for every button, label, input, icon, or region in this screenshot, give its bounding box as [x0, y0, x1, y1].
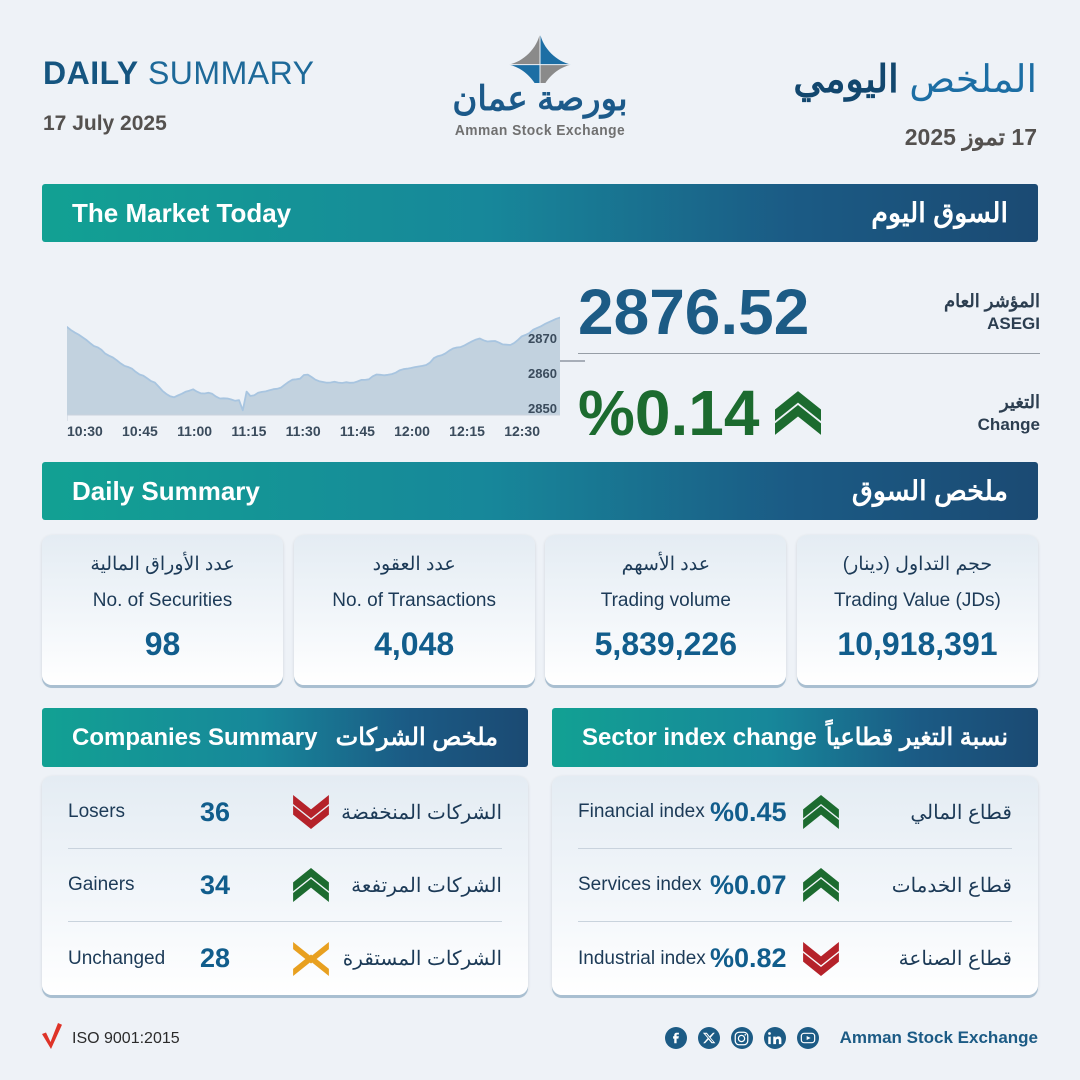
svg-text:2870: 2870	[528, 331, 557, 346]
svg-text:2860: 2860	[528, 366, 557, 381]
svg-text:2850: 2850	[528, 401, 557, 416]
